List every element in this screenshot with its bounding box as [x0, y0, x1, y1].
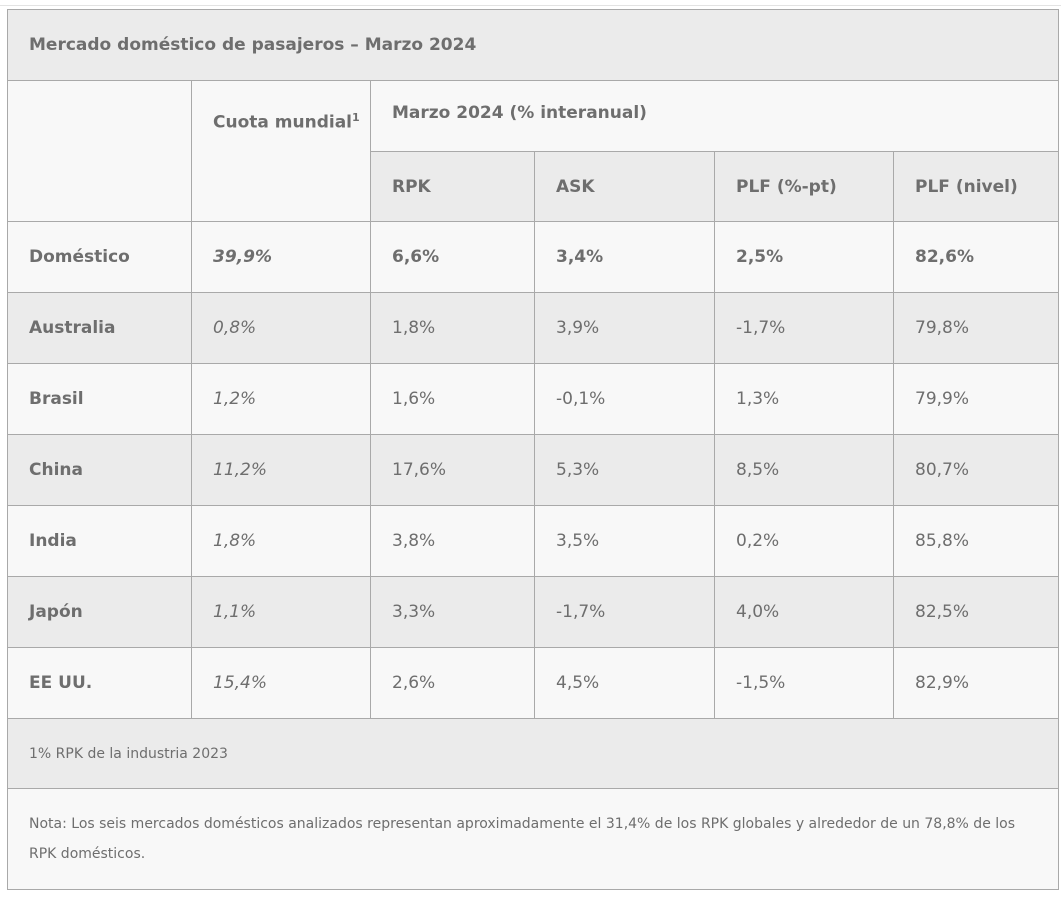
row-rpk: 1,8%: [370, 292, 535, 364]
table-row: Japón 1,1% 3,3% -1,7% 4,0% 82,5%: [7, 576, 1060, 648]
row-market-name: India: [7, 505, 192, 577]
row-market-name: Japón: [7, 576, 192, 648]
header-ask: ASK: [534, 151, 715, 222]
row-plf-level: 82,9%: [892, 647, 1060, 719]
table-row: Brasil 1,2% 1,6% -0,1% 1,3% 79,9%: [7, 363, 1060, 435]
row-plf-level: 80,7%: [892, 434, 1060, 506]
row-plf-level: 82,5%: [892, 576, 1060, 648]
table-row: China 11,2% 17,6% 5,3% 8,5% 80,7%: [7, 434, 1060, 506]
row-world-share: 1,8%: [191, 505, 371, 577]
row-plf-level: 79,8%: [892, 292, 1060, 364]
row-rpk: 3,3%: [370, 576, 535, 648]
note-row: Nota: Los seis mercados domésticos anali…: [6, 788, 1060, 890]
table-row: Australia 0,8% 1,8% 3,9% -1,7% 79,8%: [7, 292, 1060, 364]
header-empty-cell: [7, 80, 192, 222]
row-plf-pt: 1,3%: [714, 363, 894, 435]
row-market-name: Doméstico: [7, 221, 192, 293]
header-plf-level: PLF (nivel): [892, 151, 1060, 222]
table-row: EE UU. 15,4% 2,6% 4,5% -1,5% 82,9%: [7, 647, 1060, 719]
row-rpk: 2,6%: [370, 647, 535, 719]
row-world-share: 1,1%: [191, 576, 371, 648]
header-rpk: RPK: [370, 151, 535, 222]
row-plf-pt: 0,2%: [714, 505, 894, 577]
header-row: Cuota mundial1 Marzo 2024 (% interanual): [7, 80, 1060, 222]
row-plf-level: 85,8%: [892, 505, 1060, 577]
row-world-share: 11,2%: [191, 434, 371, 506]
row-ask: 3,9%: [534, 292, 715, 364]
row-plf-pt: 8,5%: [714, 434, 894, 506]
table-row-total: Doméstico 39,9% 6,6% 3,4% 2,5% 82,6%: [7, 221, 1060, 293]
row-world-share: 39,9%: [191, 221, 371, 293]
row-world-share: 0,8%: [191, 292, 371, 364]
row-world-share: 15,4%: [191, 647, 371, 719]
row-world-share: 1,2%: [191, 363, 371, 435]
row-market-name: China: [7, 434, 192, 506]
row-rpk: 1,6%: [370, 363, 535, 435]
row-rpk: 3,8%: [370, 505, 535, 577]
row-plf-pt: -1,5%: [714, 647, 894, 719]
subheader-row: RPK ASK PLF (%-pt) PLF (nivel): [8, 151, 1060, 222]
row-market-name: Brasil: [7, 363, 192, 435]
passenger-market-table: Mercado doméstico de pasajeros – Marzo 2…: [6, 9, 1060, 890]
row-plf-pt: 4,0%: [714, 576, 894, 648]
row-ask: 3,4%: [534, 221, 715, 293]
header-cuota: Cuota mundial: [213, 112, 352, 133]
table-title: Mercado doméstico de pasajeros – Marzo 2…: [6, 9, 1060, 81]
table-title-row: Mercado doméstico de pasajeros – Marzo 2…: [6, 9, 1060, 81]
header-cuota-cell: Cuota mundial1: [191, 80, 371, 222]
row-ask: 4,5%: [534, 647, 715, 719]
header-plf-pt: PLF (%-pt): [714, 151, 894, 222]
footnote-marker: 1: [352, 111, 360, 124]
row-rpk: 17,6%: [370, 434, 535, 506]
row-ask: 3,5%: [534, 505, 715, 577]
row-ask: -0,1%: [534, 363, 715, 435]
footnote-row: 1% RPK de la industria 2023: [6, 718, 1060, 789]
row-ask: 5,3%: [534, 434, 715, 506]
row-ask: -1,7%: [534, 576, 715, 648]
footnote-text: 1% RPK de la industria 2023: [6, 718, 1060, 789]
row-market-name: EE UU.: [7, 647, 192, 719]
row-rpk: 6,6%: [370, 221, 535, 293]
row-plf-pt: 2,5%: [714, 221, 894, 293]
top-divider: [0, 5, 1061, 6]
row-plf-pt: -1,7%: [714, 292, 894, 364]
table-row: India 1,8% 3,8% 3,5% 0,2% 85,8%: [7, 505, 1060, 577]
row-market-name: Australia: [7, 292, 192, 364]
row-plf-level: 82,6%: [892, 221, 1060, 293]
row-plf-level: 79,9%: [892, 363, 1060, 435]
header-period: Marzo 2024 (% interanual): [369, 80, 1060, 152]
note-text: Nota: Los seis mercados domésticos anali…: [6, 788, 1060, 890]
